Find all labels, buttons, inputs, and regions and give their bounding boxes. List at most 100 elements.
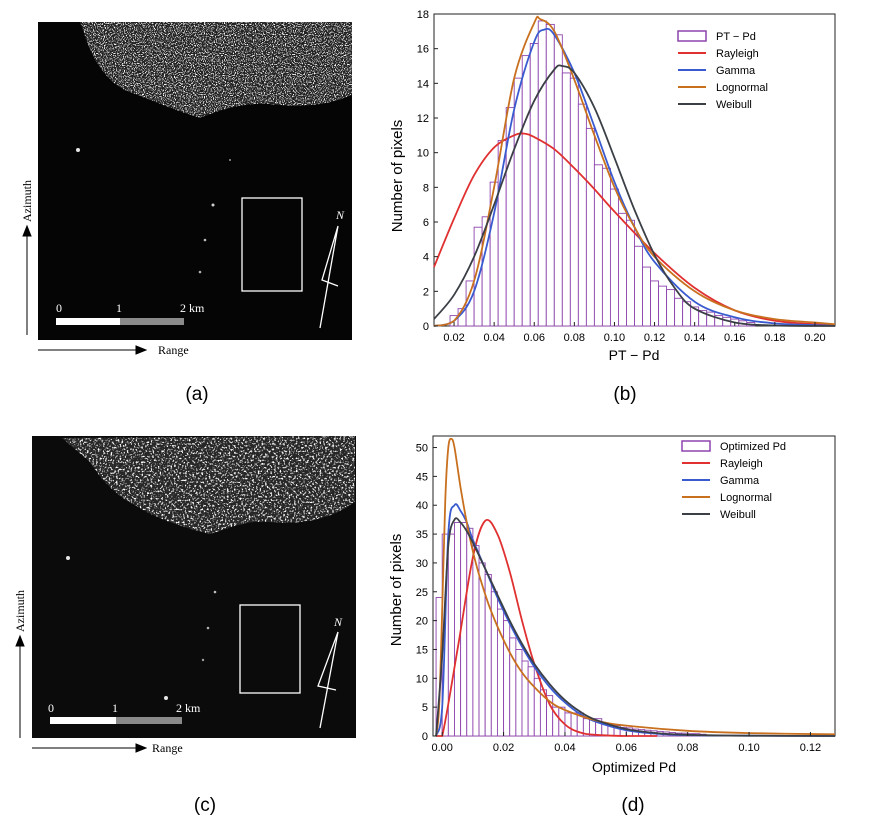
legend-swatch-b-0 [677, 30, 707, 42]
panel-label-d: (d) [621, 795, 644, 816]
y-tick-label-d-8: 40 [416, 500, 428, 512]
scale-bar-a [56, 318, 184, 325]
y-axis-label-b: Number of pixels [389, 120, 406, 233]
y-tick-label-b-6: 12 [417, 113, 429, 125]
x-tick-label-b-3: 0.08 [564, 332, 585, 344]
x-tick-label-b-7: 0.16 [724, 332, 745, 344]
x-tick-label-b-8: 0.18 [764, 332, 785, 344]
histogram-bar-b-22 [626, 219, 635, 327]
scale-tick-a-2: 2 km [180, 301, 205, 315]
histogram-bar-b-19 [601, 167, 611, 327]
histogram-bar-d-11 [503, 620, 511, 737]
x-tick-label-b-1: 0.04 [483, 332, 504, 344]
histogram-bar-b-9 [521, 55, 531, 327]
legend-b: PT − Pd Rayleigh Gamma Lognormal Weibull [677, 30, 768, 111]
histogram-bar-b-18 [593, 164, 603, 327]
north-arrow-c [317, 631, 339, 729]
y-tick-label-d-10: 50 [416, 443, 428, 455]
x-tick-label-d-6: 0.12 [800, 742, 821, 754]
range-label-a: Range [158, 343, 189, 357]
histogram-bar-b-17 [585, 127, 595, 327]
legend-label-b-0: PT − Pd [716, 31, 756, 43]
north-label-c: N [333, 615, 343, 629]
x-tick-label-b-6: 0.14 [684, 332, 705, 344]
x-tick-label-d-4: 0.08 [677, 742, 698, 754]
histogram-bar-d-15 [527, 666, 535, 737]
histogram-bar-b-16 [577, 103, 587, 327]
histogram-bar-b-14 [561, 72, 571, 327]
series-line-d-weibull [435, 517, 836, 737]
panel-label-a: (a) [185, 384, 208, 405]
y-tick-label-b-8: 16 [417, 44, 429, 56]
series-line-d-rayleigh [436, 519, 657, 737]
y-tick-label-d-3: 15 [416, 644, 428, 656]
legend-label-d-0: Optimized Pd [720, 441, 786, 453]
y-tick-label-b-4: 8 [423, 182, 429, 194]
roi-box-a [241, 197, 303, 292]
x-tick-label-b-4: 0.10 [604, 332, 625, 344]
legend-d: Optimized Pd Rayleigh Gamma Lognormal Weibul… [681, 440, 786, 521]
legend-label-b-3: Lognormal [716, 82, 768, 94]
sar-image-a: N 0 1 2 km [38, 22, 352, 340]
legend-swatch-d-0 [681, 440, 711, 452]
x-tick-label-d-3: 0.06 [616, 742, 637, 754]
histogram-bar-b-8 [513, 77, 523, 327]
y-tick-label-b-0: 0 [423, 321, 429, 333]
y-tick-label-b-9: 18 [417, 9, 429, 21]
range-arrow-c [32, 743, 148, 753]
histogram-bar-b-11 [537, 20, 547, 327]
x-axis-label-b: PT − Pd [609, 347, 660, 363]
x-tick-label-b-2: 0.06 [524, 332, 545, 344]
y-tick-label-d-7: 35 [416, 529, 428, 541]
scale-tick-c-0: 0 [48, 701, 54, 715]
legend-label-b-1: Rayleigh [716, 48, 759, 60]
series-line-b-gamma [433, 27, 836, 327]
y-tick-label-d-4: 20 [416, 616, 428, 628]
legend-label-b-2: Gamma [716, 65, 756, 77]
histogram-bar-b-21 [618, 212, 627, 327]
azimuth-label-a: Azimuth [20, 180, 34, 222]
sar-image-c: N 0 1 2 km [32, 436, 356, 738]
azimuth-arrow-c [15, 634, 25, 738]
y-tick-label-b-7: 14 [417, 78, 429, 90]
y-tick-label-b-2: 4 [423, 252, 429, 264]
panel-label-b: (b) [613, 384, 636, 405]
y-tick-label-b-1: 2 [423, 286, 429, 298]
histogram-bar-b-28 [674, 297, 684, 327]
y-axis-label-d: Number of pixels [388, 534, 405, 647]
y-tick-label-d-0: 0 [422, 731, 428, 743]
series-line-b-lognormal [433, 15, 836, 327]
y-tick-label-d-1: 5 [422, 702, 428, 714]
y-tick-label-d-6: 30 [416, 558, 428, 570]
y-tick-label-b-5: 10 [417, 148, 429, 160]
legend-label-d-2: Gamma [720, 475, 760, 487]
histogram-bar-d-13 [515, 649, 523, 737]
range-label-c: Range [152, 741, 183, 755]
scale-tick-a-1: 1 [116, 301, 122, 315]
x-tick-label-d-5: 0.10 [738, 742, 759, 754]
scale-tick-a-0: 0 [56, 301, 62, 315]
x-tick-label-d-0: 0.00 [431, 742, 452, 754]
legend-label-b-4: Weibull [716, 99, 752, 111]
histogram-bar-b-27 [666, 289, 676, 327]
histogram-chart-d: 0.00 0.02 0.04 0.06 0.08 0.10 0.12 0 5 10 15 20 25 30… [388, 435, 836, 775]
histogram-bar-b-25 [650, 280, 660, 327]
azimuth-arrow-a [22, 224, 32, 335]
north-arrow-a [319, 225, 339, 329]
histogram-bar-b-2 [465, 280, 475, 327]
histogram-chart-b: 0.02 0.04 0.06 0.08 0.10 0.12 0.14 0.16 0.18 0.20… [389, 9, 836, 363]
x-tick-label-b-5: 0.12 [644, 332, 665, 344]
histogram-bar-b-10 [529, 43, 539, 327]
legend-label-d-4: Weibull [720, 509, 756, 521]
panel-label-c: (c) [194, 795, 216, 816]
x-tick-label-d-1: 0.02 [493, 742, 514, 754]
legend-label-d-1: Rayleigh [720, 458, 763, 470]
y-tick-label-d-2: 10 [416, 673, 428, 685]
legend-label-d-3: Lognormal [720, 492, 772, 504]
x-tick-label-d-2: 0.04 [554, 742, 575, 754]
scale-tick-c-2: 2 km [176, 701, 201, 715]
histogram-bar-b-13 [553, 34, 563, 327]
range-arrow-a [38, 345, 148, 355]
histogram-bar-d-3 [454, 522, 462, 737]
histogram-bar-b-26 [658, 285, 668, 327]
